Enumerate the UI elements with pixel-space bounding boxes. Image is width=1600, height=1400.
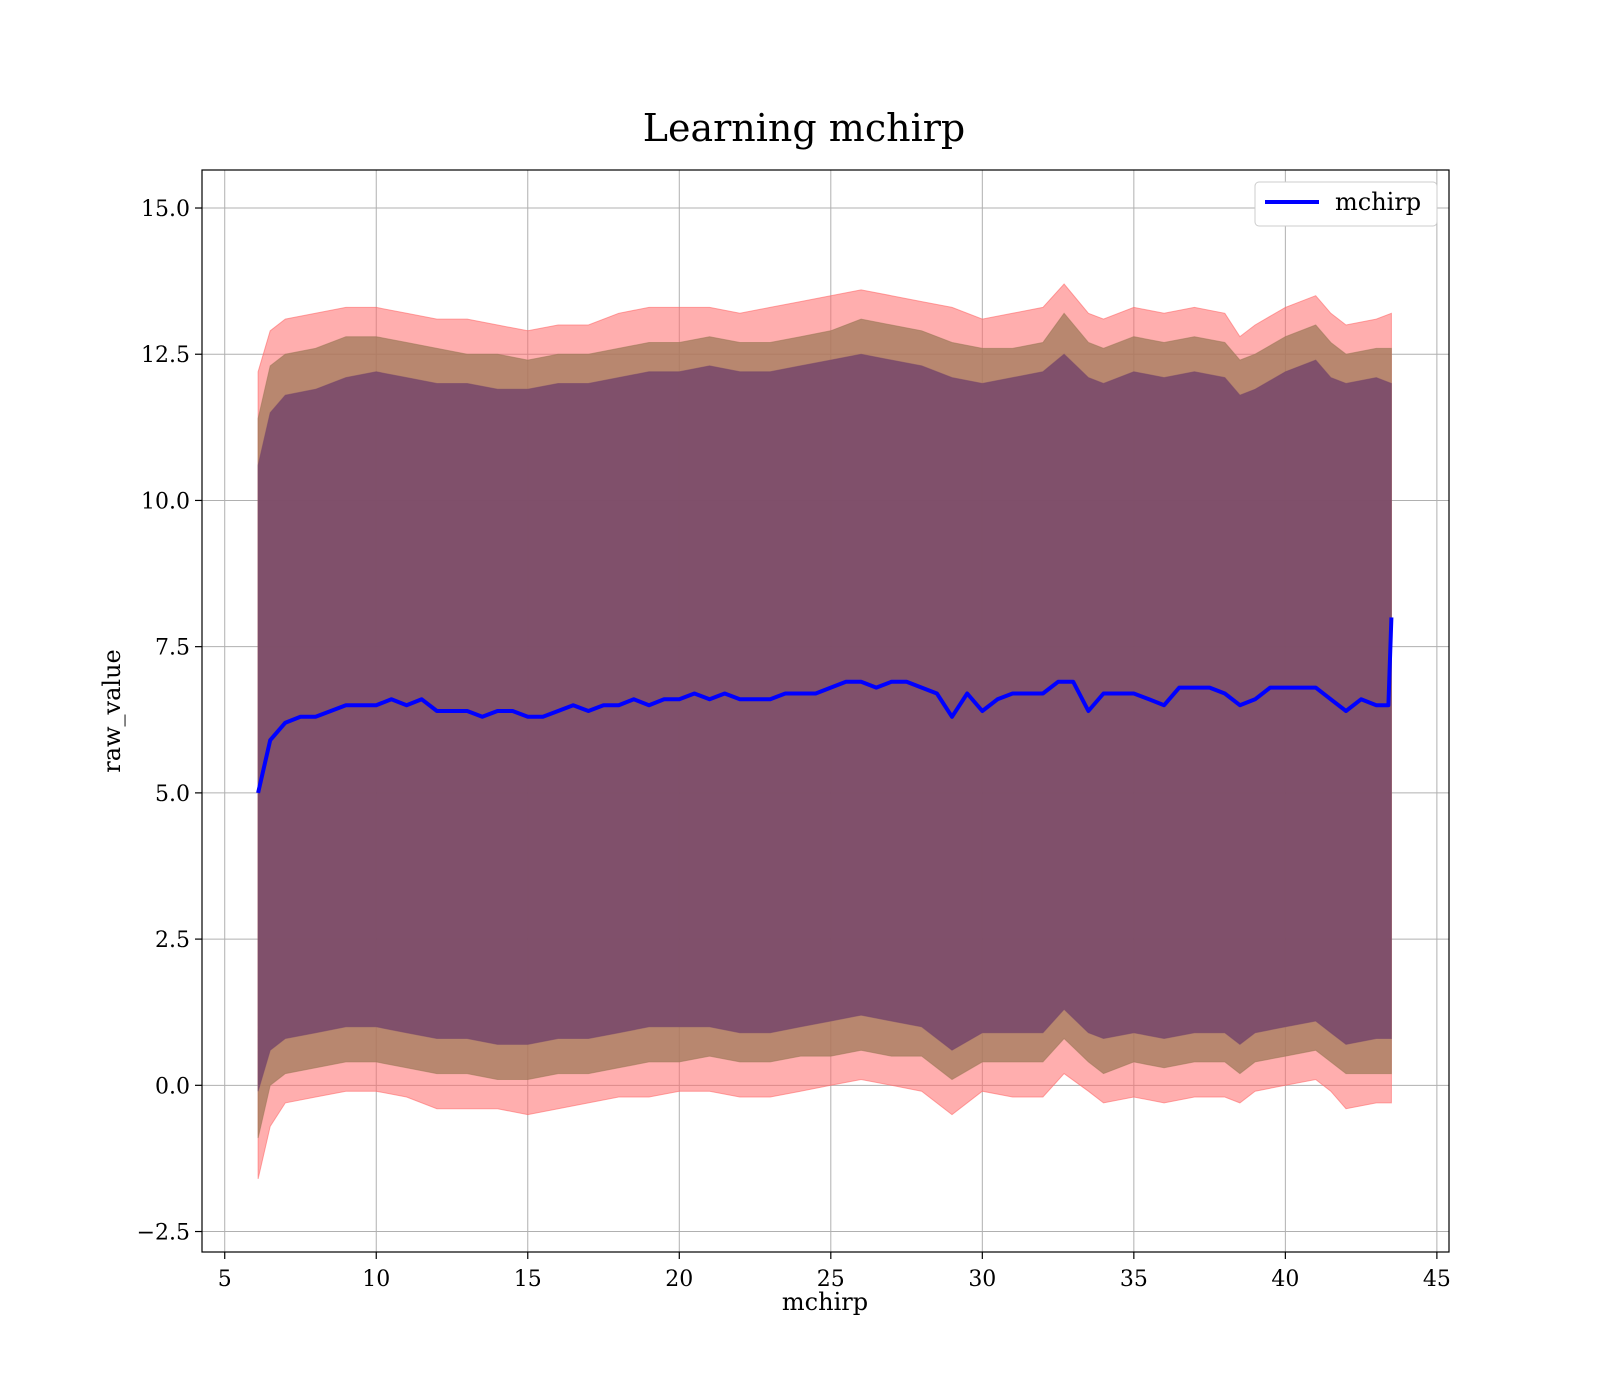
y-tick-label: 10.0 [141, 489, 190, 514]
plot-frame [201, 169, 1450, 1253]
y-tick-label: 7.5 [155, 636, 190, 661]
plot-area [201, 169, 1450, 1253]
x-tick-label: 40 [1271, 1267, 1299, 1292]
x-axis-label: mchirp [782, 1288, 868, 1316]
y-tick-label: −2.5 [137, 1221, 190, 1246]
x-tick-label: 20 [665, 1267, 693, 1292]
y-tick-label: 15.0 [141, 197, 190, 222]
legend-box [1254, 181, 1438, 227]
y-tick-label: 2.5 [155, 928, 190, 953]
x-axis-ticks: 5 10 15 20 25 30 35 40 45 [218, 1252, 1451, 1292]
series-lines [256, 617, 1394, 794]
legend-entry-mchirp: mchirp [1335, 188, 1421, 216]
legend: mchirp [1254, 181, 1438, 227]
x-tick-label: 25 [817, 1267, 845, 1292]
y-axis-ticks: −2.5 0.0 2.5 5.0 7.5 10.0 12.5 15.0 [137, 197, 202, 1246]
y-tick-label: 5.0 [155, 782, 190, 807]
x-tick-label: 45 [1423, 1267, 1451, 1292]
uncertainty-bands [257, 283, 1392, 1180]
y-tick-label: 12.5 [141, 343, 190, 368]
x-tick-label: 5 [218, 1267, 232, 1292]
x-tick-label: 35 [1120, 1267, 1148, 1292]
x-tick-label: 15 [514, 1267, 542, 1292]
y-tick-label: 0.0 [155, 1074, 190, 1099]
band-inner [257, 353, 1392, 1092]
chart-title: Learning mchirp [643, 106, 965, 150]
series-line-mchirp [256, 617, 1394, 794]
x-tick-label: 10 [362, 1267, 390, 1292]
y-axis-label: raw_value [98, 649, 126, 773]
x-tick-label: 30 [968, 1267, 996, 1292]
